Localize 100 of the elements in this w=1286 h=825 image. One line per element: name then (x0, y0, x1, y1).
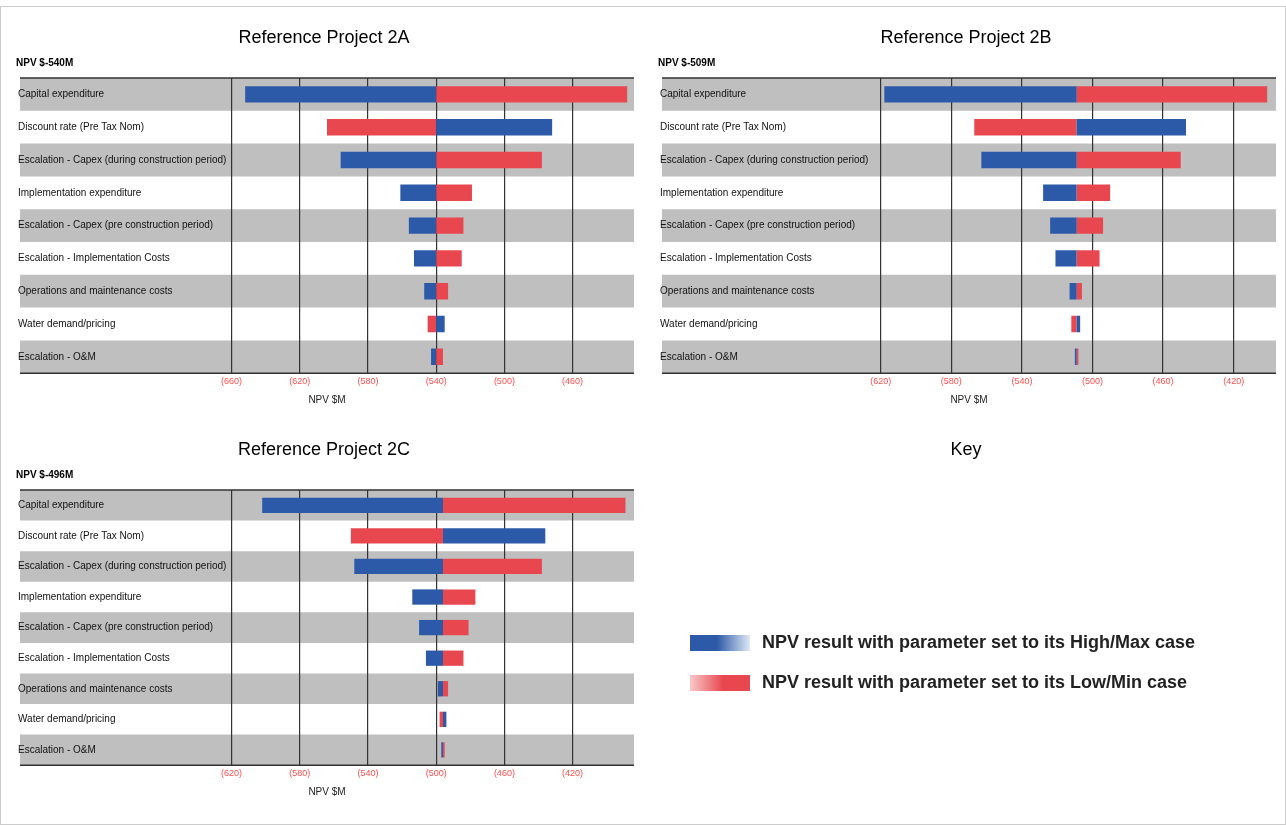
y-tick-label: Escalation - O&M (18, 743, 96, 755)
bar (436, 184, 472, 201)
y-tick-label: Escalation - Implementation Costs (18, 252, 170, 264)
bar (981, 151, 1077, 169)
bar (1076, 250, 1100, 267)
chart-title: Reference Project 2C (236, 438, 412, 461)
bar (442, 528, 546, 544)
y-tick-label: Capital expenditure (18, 499, 105, 511)
chart-subtitle: NPV $-496M (15, 468, 75, 482)
y-tick-label: Implementation expenditure (18, 590, 142, 602)
y-tick-label: Capital expenditure (660, 88, 747, 100)
y-tick-label: Discount rate (Pre Tax Nom) (18, 529, 144, 541)
bar (1076, 184, 1111, 201)
y-tick-label: Operations and maintenance costs (18, 682, 173, 694)
bar (436, 217, 464, 234)
y-tick-label: Escalation - Capex (pre construction period) (18, 621, 214, 633)
x-tick-label: (620) (870, 376, 892, 387)
bar (412, 589, 443, 605)
x-axis-title: NPV $M (308, 785, 346, 797)
y-tick-label: Escalation - O&M (660, 350, 738, 362)
x-tick-label: (660) (220, 376, 242, 387)
y-tick-label: Escalation - Capex (pre construction period) (18, 219, 214, 231)
bar (442, 650, 464, 666)
y-tick-label: Water demand/pricing (18, 713, 116, 725)
y-tick-label: Escalation - O&M (18, 350, 96, 362)
x-tick-label: (460) (493, 768, 515, 779)
x-tick-label: (620) (220, 768, 242, 779)
x-tick-label: (580) (940, 376, 962, 387)
bar (436, 119, 553, 136)
bar (436, 283, 449, 300)
y-tick-label: Escalation - Implementation Costs (18, 651, 170, 663)
chart-title: Reference Project 2B (879, 26, 1053, 49)
chart-title: Reference Project 2A (237, 26, 411, 49)
bar (436, 315, 445, 333)
bar (442, 558, 542, 575)
y-tick-label: Water demand/pricing (660, 317, 758, 329)
bar (1076, 119, 1187, 136)
x-tick-label: (580) (357, 376, 379, 387)
y-tick-label: Implementation expenditure (18, 186, 142, 198)
y-tick-label: Capital expenditure (18, 88, 105, 100)
text: Key (949, 438, 983, 461)
bar (419, 619, 443, 636)
bar (1055, 250, 1077, 267)
bar (1076, 151, 1181, 169)
x-tick-label: (620) (289, 376, 311, 387)
bar (425, 650, 443, 666)
bar (354, 558, 443, 575)
x-tick-label: (460) (1152, 376, 1174, 387)
y-tick-label: Discount rate (Pre Tax Nom) (660, 120, 786, 132)
bar (350, 528, 443, 544)
y-tick-label: Escalation - Implementation Costs (660, 252, 812, 264)
x-tick-label: (420) (562, 768, 584, 779)
bar (1076, 283, 1082, 300)
chart-subtitle: NPV $-540M (15, 56, 75, 70)
bar (413, 250, 437, 267)
x-tick-label: (500) (493, 376, 515, 387)
bar (884, 86, 1077, 103)
text: NPV result with parameter set to its High/Max case (762, 632, 1196, 653)
bar (436, 86, 628, 103)
x-tick-label: (460) (562, 376, 584, 387)
bar (436, 250, 462, 267)
x-tick-label: (580) (289, 768, 311, 779)
bar (1076, 217, 1104, 234)
bar (400, 184, 437, 201)
bar (974, 119, 1077, 136)
bar (431, 348, 437, 365)
y-tick-label: Discount rate (Pre Tax Nom) (18, 120, 144, 132)
y-tick-label: Escalation - Capex (during construction period) (18, 560, 227, 572)
y-tick-label: Escalation - Capex (pre construction period) (660, 219, 856, 231)
x-tick-label: (540) (357, 768, 379, 779)
bar (1050, 217, 1077, 234)
bar (245, 86, 437, 103)
y-tick-label: Operations and maintenance costs (660, 284, 815, 296)
bar (442, 497, 626, 513)
bar (262, 497, 443, 513)
bar (437, 681, 443, 697)
x-axis-title: NPV $M (950, 393, 988, 405)
bar (1076, 86, 1268, 103)
y-tick-label: Operations and maintenance costs (18, 284, 173, 296)
bar (1069, 283, 1077, 300)
bar (1043, 184, 1077, 201)
y-tick-label: Water demand/pricing (18, 317, 116, 329)
bar (442, 681, 449, 697)
bar (436, 151, 542, 169)
x-tick-label: (500) (425, 768, 447, 779)
bar (408, 217, 437, 234)
chart-subtitle: NPV $-509M (657, 56, 717, 70)
bar (436, 348, 443, 365)
bar (1071, 315, 1077, 333)
text: NPV result with parameter set to its Low/Min case (762, 672, 1188, 693)
x-tick-label: (540) (1011, 376, 1033, 387)
bar (442, 589, 476, 605)
x-tick-label: (540) (425, 376, 447, 387)
bar (442, 619, 469, 636)
bar (327, 119, 437, 136)
y-tick-label: Escalation - Capex (during construction period) (18, 153, 227, 165)
bar (427, 315, 437, 333)
x-tick-label: (500) (1082, 376, 1104, 387)
bar (340, 151, 437, 169)
x-tick-label: (420) (1223, 376, 1245, 387)
